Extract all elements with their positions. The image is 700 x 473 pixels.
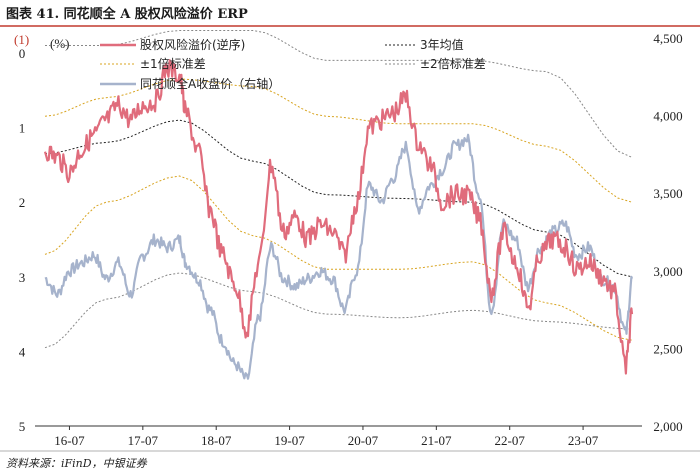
panel-marker: (1) bbox=[14, 32, 29, 47]
left-axis-unit: (%) bbox=[50, 36, 70, 51]
left-tick-label: 0 bbox=[19, 46, 26, 61]
left-tick-label: 2 bbox=[19, 195, 26, 210]
left-tick-label: 1 bbox=[19, 121, 26, 136]
x-tick-label: 20-07 bbox=[348, 433, 379, 448]
right-tick-label: 2,000 bbox=[653, 419, 682, 434]
series-layer bbox=[43, 30, 634, 380]
legend-label-std2: ±2倍标准差 bbox=[420, 56, 486, 71]
series-line-erp bbox=[43, 59, 634, 375]
left-tick-label: 3 bbox=[19, 270, 26, 285]
x-tick-label: 22-07 bbox=[495, 433, 526, 448]
legend-label-std1: ±1倍标准差 bbox=[140, 56, 206, 71]
right-tick-label: 2,500 bbox=[653, 341, 682, 356]
series-line-std1_lower bbox=[44, 175, 633, 341]
series-line-std2_upper bbox=[45, 30, 633, 158]
legend-label-index: 同花顺全A收盘价（右轴） bbox=[140, 76, 280, 91]
series-line-index bbox=[44, 133, 634, 380]
right-tick-label: 4,000 bbox=[653, 109, 682, 124]
left-axis-ticks: 0 1 2 3 4 5 bbox=[19, 46, 26, 434]
right-tick-label: 4,500 bbox=[653, 31, 682, 46]
x-tick-label: 23-07 bbox=[568, 433, 599, 448]
x-tick-label: 19-07 bbox=[274, 433, 305, 448]
series-line-std1_upper bbox=[44, 78, 633, 203]
figure-title: 图表 41. 同花顺全 A 股权风险溢价 ERP bbox=[6, 6, 248, 22]
right-tick-label: 3,500 bbox=[653, 186, 682, 201]
x-tick-label: 18-07 bbox=[201, 433, 232, 448]
x-tick-label: 16-07 bbox=[54, 433, 85, 448]
x-axis-ticks: 16-07 17-07 18-07 19-07 20-07 21-07 22-07 23-07 bbox=[54, 426, 599, 448]
series-line-mean bbox=[44, 119, 633, 278]
x-tick-label: 17-07 bbox=[128, 433, 159, 448]
right-axis-ticks: 2,000 2,500 3,000 3,500 4,000 4,500 bbox=[653, 31, 682, 434]
right-tick-label: 3,000 bbox=[653, 264, 682, 279]
left-tick-label: 4 bbox=[19, 344, 26, 359]
left-tick-label: 5 bbox=[19, 419, 26, 434]
legend-label-erp: 股权风险溢价(逆序) bbox=[140, 37, 245, 52]
x-tick-label: 21-07 bbox=[421, 433, 452, 448]
legend: 股权风险溢价(逆序) 3年均值 ±1倍标准差 ±2倍标准差 同花顺全A收盘价（右… bbox=[100, 37, 486, 91]
source-note: 资料来源：iFinD，中银证券 bbox=[6, 457, 148, 470]
legend-label-mean: 3年均值 bbox=[420, 37, 464, 52]
